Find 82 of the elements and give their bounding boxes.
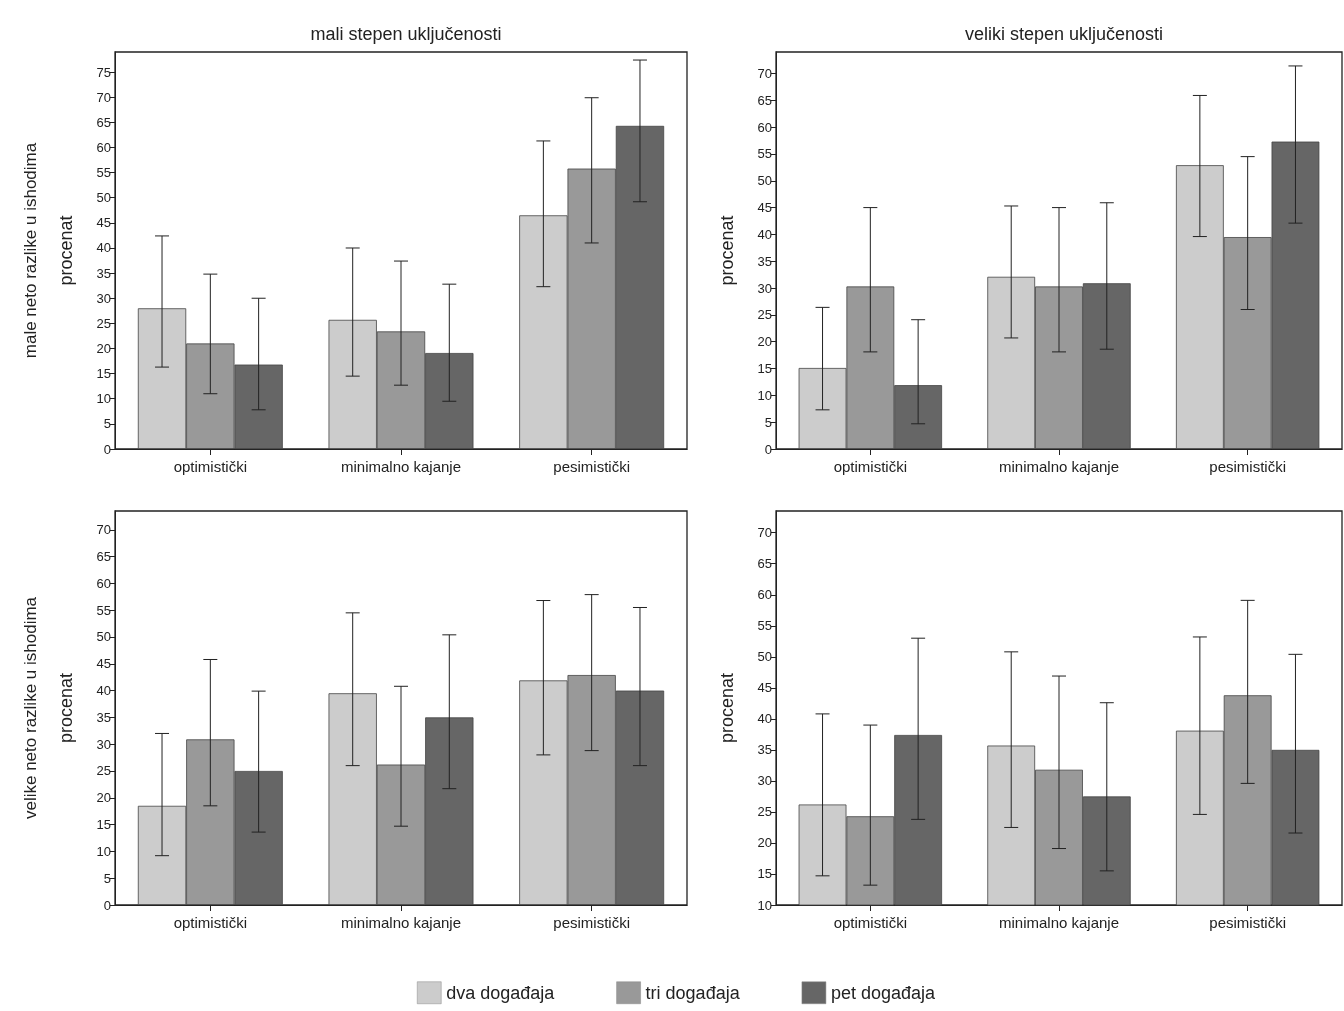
y-tick-label: 40 xyxy=(757,711,772,727)
y-tick-label: 55 xyxy=(96,165,111,181)
y-tick-label: 10 xyxy=(757,387,772,403)
y-tick-label: 35 xyxy=(757,742,772,758)
y-tick-label: 0 xyxy=(764,441,772,457)
y-tick-label: 60 xyxy=(757,119,772,135)
x-tick-label: minimalno kajanje xyxy=(340,458,462,475)
y-tick-label: 55 xyxy=(757,618,772,634)
text: male neto razlike u ishodima xyxy=(21,142,40,359)
x-tick-label: minimalno kajanje xyxy=(998,458,1120,475)
legend-label: pet događaja xyxy=(830,982,936,1003)
y-tick-label: 0 xyxy=(103,897,111,913)
y-tick-label: 30 xyxy=(96,290,111,306)
y-tick-label: 25 xyxy=(757,804,772,820)
legend-label: tri događaja xyxy=(645,982,741,1003)
y-tick-label: 35 xyxy=(96,265,111,281)
y-tick-label: 30 xyxy=(757,773,772,789)
y-tick-label: 20 xyxy=(757,835,772,851)
y-axis-title: procenat xyxy=(717,215,737,286)
y-tick-label: 35 xyxy=(96,709,111,725)
x-tick-label: optimistički xyxy=(173,914,248,931)
y-tick-label: 70 xyxy=(96,89,111,105)
y-tick-label: 25 xyxy=(96,315,111,331)
y-tick-label: 50 xyxy=(96,629,111,645)
y-tick-label: 45 xyxy=(96,215,111,231)
y-tick-label: 25 xyxy=(96,763,111,779)
y-tick-label: 35 xyxy=(757,253,772,269)
y-tick-label: 65 xyxy=(96,114,111,130)
x-tick-label: minimalno kajanje xyxy=(998,914,1120,931)
y-tick-label: 65 xyxy=(757,92,772,108)
y-axis-title: procenat xyxy=(56,672,76,744)
y-tick-label: 70 xyxy=(757,525,772,541)
legend-label: dva događaja xyxy=(446,982,556,1003)
y-tick-label: 70 xyxy=(96,522,111,538)
y-tick-label: 5 xyxy=(103,870,111,886)
x-tick-label: optimistički xyxy=(833,914,908,931)
y-tick-label: 30 xyxy=(757,280,772,296)
y-tick-label: 10 xyxy=(96,391,111,407)
x-tick-label: optimistički xyxy=(173,458,248,475)
x-tick-label: pesimistički xyxy=(553,458,631,475)
y-tick-label: 15 xyxy=(96,817,111,833)
y-tick-label: 20 xyxy=(757,334,772,350)
y-tick-label: 15 xyxy=(757,866,772,882)
chart-title: veliki stepen uključenosti xyxy=(964,24,1164,44)
y-tick-label: 65 xyxy=(757,556,772,572)
y-tick-label: 60 xyxy=(96,139,111,155)
y-tick-label: 20 xyxy=(96,790,111,806)
y-tick-label: 70 xyxy=(757,65,772,81)
y-tick-label: 15 xyxy=(96,366,111,382)
y-tick-label: 5 xyxy=(764,414,772,430)
y-tick-label: 0 xyxy=(103,441,111,457)
x-tick-label: minimalno kajanje xyxy=(340,914,462,931)
chart-title: mali stepen uključenosti xyxy=(310,24,502,44)
y-axis-title: procenat xyxy=(56,215,76,286)
y-tick-label: 10 xyxy=(96,843,111,859)
text: velike neto razlike u ishodima xyxy=(21,596,40,820)
y-tick-label: 75 xyxy=(96,64,111,80)
y-tick-label: 45 xyxy=(96,656,111,672)
x-tick-label: pesimistički xyxy=(553,914,631,931)
x-tick-label: pesimistički xyxy=(1209,458,1287,475)
y-tick-label: 45 xyxy=(757,200,772,216)
y-tick-label: 50 xyxy=(757,173,772,189)
y-tick-label: 40 xyxy=(96,240,111,256)
y-tick-label: 60 xyxy=(757,587,772,603)
y-tick-label: 55 xyxy=(96,602,111,618)
y-tick-label: 40 xyxy=(757,226,772,242)
y-tick-label: 30 xyxy=(96,736,111,752)
x-tick-label: pesimistički xyxy=(1209,914,1287,931)
y-tick-label: 55 xyxy=(757,146,772,162)
x-tick-label: optimistički xyxy=(833,458,908,475)
y-tick-label: 40 xyxy=(96,683,111,699)
y-axis-title: procenat xyxy=(717,672,737,744)
y-tick-label: 50 xyxy=(757,649,772,665)
y-tick-label: 5 xyxy=(103,416,111,432)
y-tick-label: 45 xyxy=(757,680,772,696)
y-tick-label: 50 xyxy=(96,190,111,206)
y-tick-label: 20 xyxy=(96,340,111,356)
y-tick-label: 15 xyxy=(757,361,772,377)
y-tick-label: 60 xyxy=(96,575,111,591)
y-tick-label: 65 xyxy=(96,549,111,565)
y-tick-label: 10 xyxy=(757,897,772,913)
y-tick-label: 25 xyxy=(757,307,772,323)
